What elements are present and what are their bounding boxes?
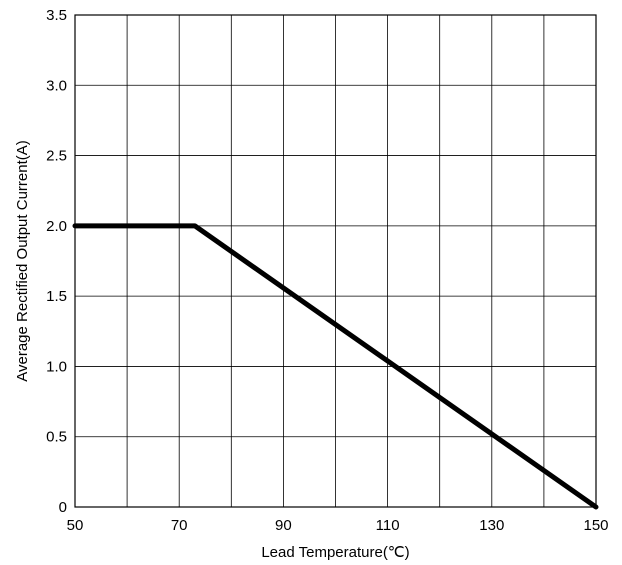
grid <box>75 15 596 507</box>
series-line <box>72 223 599 510</box>
y-tick-label: 0 <box>59 499 67 516</box>
y-tick-labels: 0 0.5 1.0 1.5 2.0 2.5 3.0 3.5 <box>46 7 67 516</box>
x-tick-label: 110 <box>376 517 400 534</box>
x-tick-label: 130 <box>479 517 504 534</box>
y-tick-label: 2.0 <box>46 218 67 235</box>
y-axis-title: Average Rectified Output Current(A) <box>14 140 31 382</box>
x-tick-label: 150 <box>583 517 608 534</box>
y-tick-label: 0.5 <box>46 429 67 446</box>
x-tick-label: 50 <box>67 517 84 534</box>
y-tick-label: 1.5 <box>46 288 67 305</box>
x-tick-labels: 50 70 90 110 130 150 <box>67 517 609 534</box>
x-tick-label: 70 <box>171 517 188 534</box>
y-tick-label: 1.0 <box>46 358 67 375</box>
series-layer <box>72 223 599 510</box>
x-tick-label: 90 <box>275 517 292 534</box>
x-axis-title: Lead Temperature(℃) <box>261 544 409 561</box>
plot-frame <box>74 14 597 508</box>
y-tick-label: 2.5 <box>46 148 67 165</box>
y-tick-label: 3.5 <box>46 7 67 24</box>
y-tick-label: 3.0 <box>46 77 67 94</box>
